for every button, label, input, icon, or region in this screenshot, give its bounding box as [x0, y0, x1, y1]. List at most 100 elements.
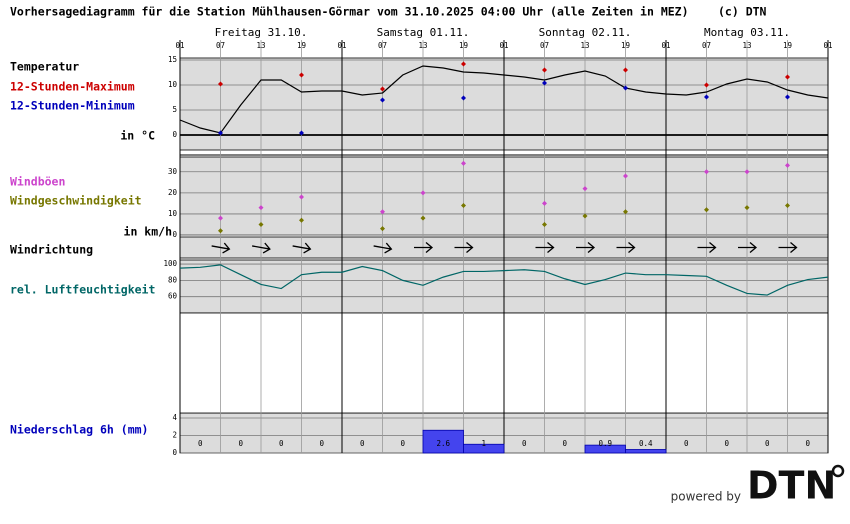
- marker: [623, 85, 628, 91]
- marker: [420, 190, 426, 196]
- x-tick-label: 13: [742, 41, 751, 50]
- x-tick-label: 07: [702, 41, 711, 50]
- arrow-shape: [778, 242, 798, 253]
- wind-arrow: [373, 242, 393, 254]
- y-tick-label: 20: [168, 188, 178, 197]
- marker: [380, 209, 385, 215]
- marker: [542, 80, 547, 86]
- legend-label: Windgeschwindigkeit: [10, 194, 142, 208]
- wind-arrow: [697, 242, 717, 253]
- marker: [258, 221, 264, 227]
- data-label: 0: [805, 439, 810, 448]
- x-tick-label: 19: [783, 41, 792, 50]
- arrow-shape: [616, 242, 636, 253]
- marker: [582, 213, 588, 219]
- y-tick-label: 2: [172, 430, 177, 439]
- panel-label: Windrichtung: [10, 243, 93, 257]
- arrow-shape: [414, 242, 434, 253]
- marker: [461, 202, 466, 208]
- wind-arrow: [616, 242, 636, 253]
- data-label: 0: [724, 439, 729, 448]
- marker: [744, 205, 750, 211]
- arrow-shape: [211, 242, 231, 254]
- marker: [299, 130, 304, 136]
- legend-label: Windböen: [10, 175, 65, 189]
- day-label: Montag 03.11.: [704, 26, 790, 39]
- data-label: 0: [765, 439, 770, 448]
- marker: [785, 74, 790, 80]
- arrow-shape: [292, 242, 312, 254]
- x-tick-label: 19: [297, 41, 306, 50]
- logo-dot: [831, 464, 845, 478]
- data-label: 0.9: [598, 439, 612, 448]
- marker: [623, 67, 628, 73]
- data-label: 0: [319, 439, 324, 448]
- wind-arrow: [576, 242, 596, 253]
- y-tick-label: 10: [168, 209, 178, 218]
- data-label: 2.6: [436, 439, 450, 448]
- arrow-shape: [373, 242, 393, 254]
- data-label: 0: [522, 439, 527, 448]
- marker: [704, 169, 709, 175]
- marker: [785, 94, 790, 100]
- y-tick-label: 4: [172, 413, 177, 422]
- marker: [218, 215, 223, 221]
- marker: [299, 72, 304, 78]
- bar: [463, 443, 505, 454]
- marker: [623, 209, 628, 215]
- marker: [380, 86, 385, 92]
- x-tick-label: 19: [459, 41, 468, 50]
- day-label: Sonntag 02.11.: [539, 26, 632, 39]
- marker: [744, 169, 750, 175]
- temperature-line: [179, 65, 829, 134]
- y-tick-label: 60: [168, 292, 178, 301]
- bar: [584, 444, 626, 454]
- wind-arrow: [535, 242, 555, 253]
- day-label: Samstag 01.11.: [377, 26, 470, 39]
- y-tick-label: 80: [168, 275, 178, 284]
- x-tick-label: 13: [580, 41, 589, 50]
- x-tick-label: 19: [621, 41, 630, 50]
- marker: [218, 130, 223, 136]
- wind-arrow: [738, 242, 758, 253]
- data-label: 0: [400, 439, 405, 448]
- wind-arrow: [414, 242, 434, 253]
- marker: [704, 94, 709, 100]
- data-label: 0: [360, 439, 365, 448]
- y-tick-label: 0: [172, 230, 177, 239]
- data-label: 0: [562, 439, 567, 448]
- data-label: 0: [198, 439, 203, 448]
- unit-label: in °C: [120, 129, 155, 143]
- data-label: 0: [684, 439, 689, 448]
- x-tick-label: 13: [256, 41, 265, 50]
- x-tick-label: 01: [823, 41, 832, 50]
- logo: DTN: [747, 464, 836, 508]
- data-label: 0: [279, 439, 284, 448]
- marker: [542, 67, 547, 73]
- marker: [380, 226, 385, 232]
- wind-arrow: [292, 242, 312, 254]
- wind-arrow: [454, 242, 474, 253]
- marker: [623, 173, 628, 179]
- day-label: Freitag 31.10.: [215, 26, 308, 39]
- legend-label: 12-Stunden-Maximum: [10, 80, 135, 94]
- powered-by: powered by: [671, 490, 741, 504]
- y-tick-label: 5: [172, 105, 177, 114]
- wind-arrow: [252, 242, 271, 254]
- wind-arrow: [778, 242, 798, 253]
- data-label: 0.4: [639, 439, 653, 448]
- unit-label: in km/h: [124, 225, 173, 239]
- marker: [785, 162, 790, 168]
- x-tick-label: 07: [378, 41, 387, 50]
- marker: [461, 61, 466, 67]
- y-tick-label: 15: [168, 55, 177, 64]
- x-tick-label: 13: [418, 41, 427, 50]
- marker: [299, 194, 304, 200]
- marker: [461, 95, 466, 101]
- marker: [785, 202, 790, 208]
- marker: [218, 81, 223, 87]
- copyright: (c) DTN: [718, 5, 767, 19]
- chart-title: Vorhersagediagramm für die Station Mühlh…: [10, 5, 689, 19]
- x-tick-label: 07: [540, 41, 549, 50]
- bar: [422, 429, 464, 454]
